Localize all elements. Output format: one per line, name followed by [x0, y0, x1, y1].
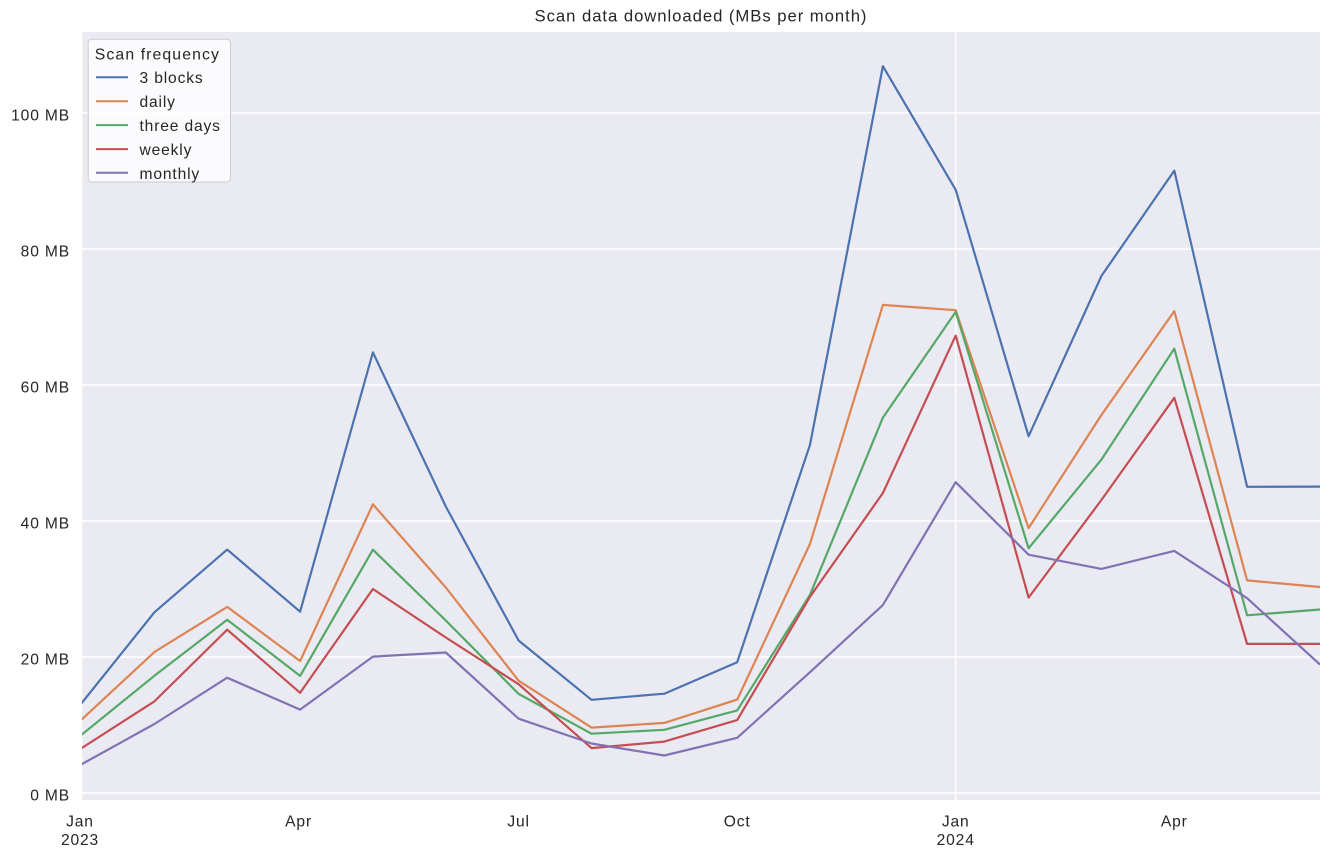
svg-text:three days: three days: [140, 118, 221, 135]
svg-text:2023: 2023: [61, 832, 99, 849]
svg-text:Jul: Jul: [507, 814, 529, 831]
svg-text:Oct: Oct: [724, 814, 751, 831]
svg-text:daily: daily: [140, 94, 176, 111]
svg-text:40 MB: 40 MB: [21, 515, 70, 532]
svg-text:80 MB: 80 MB: [21, 243, 70, 260]
svg-text:Jan: Jan: [942, 814, 970, 831]
svg-text:0 MB: 0 MB: [30, 787, 70, 804]
svg-text:3 blocks: 3 blocks: [140, 70, 204, 87]
svg-text:Scan data downloaded (MBs per: Scan data downloaded (MBs per month): [535, 7, 868, 26]
svg-text:Jan: Jan: [66, 814, 94, 831]
svg-text:Apr: Apr: [285, 814, 312, 831]
svg-text:20 MB: 20 MB: [21, 651, 70, 668]
svg-text:100 MB: 100 MB: [11, 107, 70, 124]
svg-text:weekly: weekly: [139, 142, 193, 159]
svg-text:60 MB: 60 MB: [21, 379, 70, 396]
svg-text:Scan frequency: Scan frequency: [95, 46, 220, 63]
svg-text:Apr: Apr: [1161, 814, 1188, 831]
svg-text:monthly: monthly: [140, 166, 201, 183]
svg-text:2024: 2024: [937, 832, 975, 849]
